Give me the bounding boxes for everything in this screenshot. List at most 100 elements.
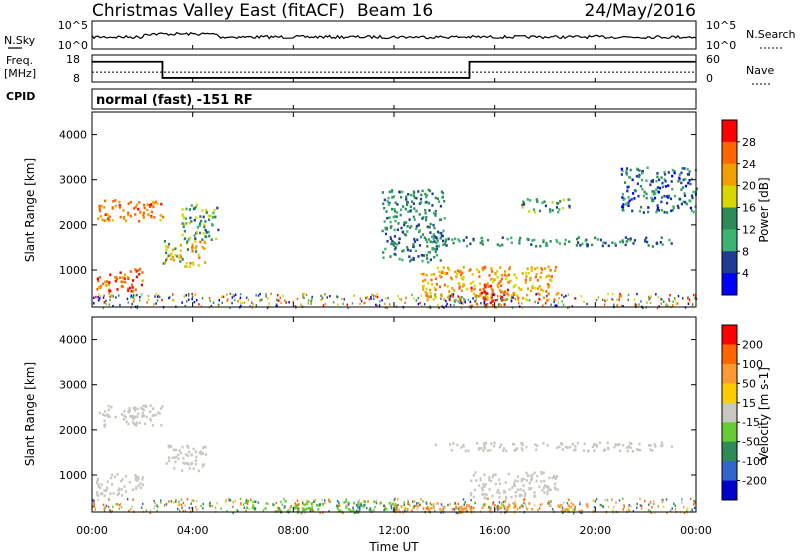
velocity-cell	[105, 504, 108, 508]
velocity-cell	[214, 506, 217, 509]
power-cell	[684, 184, 688, 188]
velocity-cell	[160, 423, 163, 427]
colorbar-swatch	[722, 325, 737, 345]
velocity-cell	[328, 510, 330, 513]
velocity-cell	[542, 442, 545, 445]
velocity-cell	[357, 503, 360, 506]
velocity-cell	[294, 505, 297, 508]
power-cell	[150, 203, 153, 206]
velocity-cell	[252, 504, 255, 507]
power-cell	[376, 292, 379, 296]
power-cell	[161, 298, 163, 302]
power-cell	[153, 303, 155, 306]
power-cell	[481, 242, 484, 246]
power-cell	[398, 190, 401, 194]
velocity-cell	[348, 508, 351, 511]
velocity-cell	[522, 505, 524, 508]
velocity-cell	[165, 462, 168, 465]
power-cell	[391, 196, 394, 199]
power-cell	[135, 275, 138, 279]
velocity-cell	[652, 499, 655, 503]
power-cell	[425, 200, 428, 204]
velocity-cell	[627, 445, 630, 448]
velocity-cell	[476, 441, 479, 445]
power-cell	[606, 298, 608, 301]
velocity-cell	[352, 506, 354, 509]
power-cell	[408, 255, 411, 258]
power-cell	[451, 293, 454, 297]
power-cell	[98, 207, 101, 210]
power-cell	[102, 296, 105, 299]
power-cell	[505, 274, 509, 278]
power-cell	[413, 218, 416, 221]
power-cell	[405, 195, 408, 199]
power-cell	[127, 211, 130, 215]
velocity-cell	[129, 507, 132, 511]
velocity-cell	[671, 507, 673, 510]
power-cell	[544, 204, 547, 208]
power-cell	[689, 206, 692, 210]
velocity-cell	[599, 441, 602, 444]
power-cell	[363, 301, 365, 305]
power-cell	[156, 299, 159, 302]
power-cell	[664, 185, 667, 188]
velocity-cell	[607, 505, 610, 509]
power-cell	[555, 293, 558, 296]
power-cell	[412, 258, 415, 261]
velocity-cell	[547, 487, 550, 490]
velocity-cell	[629, 509, 631, 512]
power-cell	[419, 301, 421, 305]
power-cell	[629, 238, 632, 242]
velocity-cell	[181, 506, 183, 510]
power-cell	[181, 301, 183, 304]
power-cell	[234, 298, 236, 302]
velocity-cell	[257, 501, 260, 504]
power-cell	[231, 301, 233, 305]
velocity-cell	[600, 503, 602, 507]
power-cell	[105, 302, 107, 306]
velocity-cell	[531, 507, 534, 511]
power-cell	[240, 304, 242, 308]
velocity-cell	[149, 511, 152, 514]
velocity-cell	[216, 502, 218, 505]
velocity-cell	[450, 448, 453, 452]
power-cell	[379, 300, 381, 303]
power-cell	[612, 298, 614, 302]
power-cell	[129, 270, 132, 273]
power-cell	[642, 306, 644, 310]
velocity-cell	[562, 511, 564, 514]
power-cell	[650, 295, 652, 298]
velocity-cell	[171, 456, 174, 460]
velocity-cell	[181, 469, 184, 472]
velocity-cell	[157, 411, 160, 414]
power-cell	[146, 301, 148, 304]
power-ylabel: Slant Range [km]	[23, 158, 37, 262]
power-cell	[568, 204, 571, 208]
power-cell	[135, 270, 138, 273]
velocity-cell	[279, 508, 282, 512]
power-cell	[97, 217, 100, 220]
power-cell	[475, 299, 477, 302]
power-cell	[419, 197, 423, 201]
power-cell	[635, 304, 638, 307]
power-cell	[478, 275, 481, 278]
power-cell	[187, 294, 190, 297]
power-cell	[638, 175, 641, 179]
power-cell	[406, 225, 409, 228]
velocity-cell	[449, 503, 451, 506]
power-cell	[464, 301, 466, 304]
power-cell	[624, 181, 627, 184]
velocity-cell	[186, 462, 189, 465]
power-cell	[96, 288, 99, 291]
velocity-cell	[168, 500, 170, 503]
velocity-cell	[548, 500, 550, 503]
velocity-cell	[190, 507, 193, 510]
velocity-cell	[623, 504, 625, 507]
power-cell	[207, 214, 210, 218]
velocity-cell	[267, 502, 270, 506]
velocity-cell	[403, 503, 405, 506]
power-cell	[434, 212, 437, 216]
power-cell	[105, 219, 108, 222]
power-cell	[671, 168, 674, 172]
power-cell	[680, 202, 683, 206]
